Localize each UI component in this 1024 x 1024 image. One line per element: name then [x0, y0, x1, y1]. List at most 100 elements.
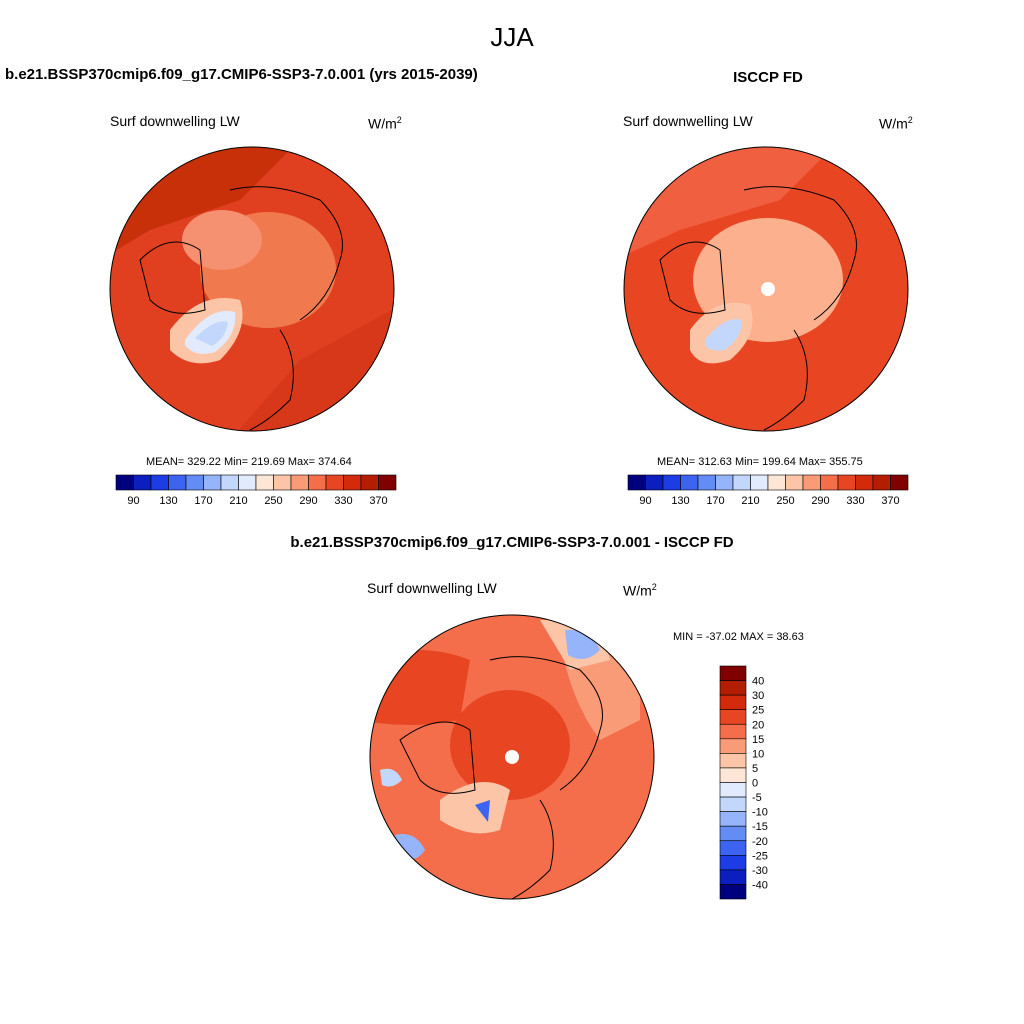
colorbar-tick-label: 30 [752, 690, 764, 702]
colorbar-swatch [680, 474, 699, 491]
colorbar-tick-label: 0 [752, 778, 758, 790]
colorbar-swatch [719, 738, 747, 754]
colorbar-swatch [645, 474, 664, 491]
colorbar-swatch [719, 782, 747, 798]
colorbar-tick-label: 40 [752, 676, 764, 688]
colorbar-swatch [290, 474, 309, 491]
colorbar-swatch [837, 474, 856, 491]
colorbar-swatch [719, 825, 747, 842]
colorbar-tick-label: -10 [752, 807, 768, 819]
colorbar-tick-label: 25 [752, 705, 764, 717]
colorbar-tick-label: 90 [639, 495, 651, 507]
colorbar-tick-label: 170 [706, 495, 724, 507]
diff-coast-europe [509, 799, 554, 899]
diff-field-greenland-min [475, 800, 490, 822]
colorbar-swatch [820, 474, 839, 491]
colorbar-swatch [325, 474, 344, 491]
colorbar-swatch [238, 474, 257, 491]
colorbar-swatch [750, 474, 769, 491]
colorbar-swatch [715, 474, 734, 491]
diff-coast-canada [399, 721, 476, 794]
colorbar-swatch [273, 474, 292, 491]
colorbar-swatch [785, 474, 804, 491]
colorbar-tick-label: 90 [127, 495, 139, 507]
model-coast-europe [249, 329, 294, 431]
obs-polar-map [623, 146, 909, 432]
colorbar-swatch [150, 474, 169, 491]
model-colorbar: 90 130 170 210 250 290 330 370 [115, 474, 397, 507]
colorbar-swatch [802, 474, 821, 491]
colorbar-tick-label: 130 [671, 495, 689, 507]
colorbar-swatch [719, 855, 747, 871]
diff-colorbar: 40 30 25 20 15 10 5 0 -5 -10 -15 -20 -25 -30 -40 [719, 665, 768, 900]
colorbar-tick-label: 130 [159, 495, 177, 507]
diff-polar-map [369, 614, 655, 900]
obs-coast-europe [763, 329, 808, 431]
model-field-arctic-cool [182, 210, 262, 270]
colorbar-tick-label: 15 [752, 734, 764, 746]
colorbar-swatch [255, 474, 274, 491]
colorbar-tick-label: 10 [752, 748, 764, 760]
diff-coast-siberia [489, 656, 603, 791]
colorbar-swatch [662, 474, 681, 491]
colorbar-tick-label: -40 [752, 879, 768, 891]
colorbar-swatch [308, 474, 327, 491]
colorbar-tick-label: 370 [881, 495, 899, 507]
obs-panel-title: ISCCP FD [733, 69, 803, 86]
obs-pole-hole [761, 282, 775, 296]
model-map-boundary [109, 146, 395, 432]
colorbar-swatch [719, 840, 747, 856]
colorbar-swatch [360, 474, 379, 491]
colorbar-swatch [719, 680, 747, 696]
colorbar-swatch [719, 796, 747, 812]
colorbar-tick-label: -25 [752, 850, 768, 862]
colorbar-tick-label: 20 [752, 719, 764, 731]
colorbar-swatch [719, 723, 747, 740]
colorbar-swatch [168, 474, 187, 491]
colorbar-tick-label: 290 [811, 495, 829, 507]
colorbar-tick-label: 170 [194, 495, 212, 507]
colorbar-swatch [378, 474, 397, 491]
colorbar-tick-label: 290 [299, 495, 317, 507]
obs-map-boundary [623, 146, 909, 432]
colorbar-tick-label: -5 [752, 792, 762, 804]
colorbar-tick-label: 5 [752, 763, 758, 775]
model-stats: MEAN= 329.22 Min= 219.69 Max= 374.64 [146, 456, 352, 468]
model-panel-title: b.e21.BSSP370cmip6.f09_g17.CMIP6-SSP3-7.… [5, 66, 478, 83]
diff-variable-label: Surf downwelling LW [367, 580, 497, 596]
colorbar-tick-label: -20 [752, 836, 768, 848]
colorbar-swatch [872, 474, 891, 491]
colorbar-swatch [220, 474, 239, 491]
obs-field-greenland-inner [705, 319, 742, 351]
diff-map-boundary [369, 614, 655, 900]
colorbar-tick-label: 210 [741, 495, 759, 507]
colorbar-swatch [115, 474, 134, 491]
colorbar-tick-label: 250 [264, 495, 282, 507]
colorbar-tick-label: -30 [752, 865, 768, 877]
model-coast-canada [139, 241, 206, 314]
colorbar-swatch [719, 884, 747, 900]
obs-stats: MEAN= 312.63 Min= 199.64 Max= 355.75 [657, 456, 863, 468]
colorbar-swatch [719, 665, 747, 681]
diff-field-bering-cool [565, 629, 600, 659]
model-unit-label: W/m2 [368, 115, 402, 132]
colorbar-swatch [203, 474, 222, 491]
colorbar-swatch [697, 474, 716, 491]
colorbar-swatch [732, 474, 751, 491]
diff-field-greenland [440, 782, 510, 834]
obs-variable-label: Surf downwelling LW [623, 113, 753, 129]
model-polar-map [109, 146, 395, 432]
colorbar-swatch [719, 753, 747, 769]
colorbar-tick-label: 330 [334, 495, 352, 507]
colorbar-swatch [767, 474, 786, 491]
colorbar-swatch [719, 694, 747, 710]
figure-season-title: JJA [490, 22, 534, 52]
obs-coast-siberia [743, 186, 857, 321]
diff-field-hudson-cool [380, 768, 402, 787]
obs-unit-label: W/m2 [879, 115, 913, 132]
colorbar-swatch [133, 474, 152, 491]
colorbar-tick-label: 370 [369, 495, 387, 507]
colorbar-swatch [855, 474, 874, 491]
colorbar-tick-label: -15 [752, 821, 768, 833]
